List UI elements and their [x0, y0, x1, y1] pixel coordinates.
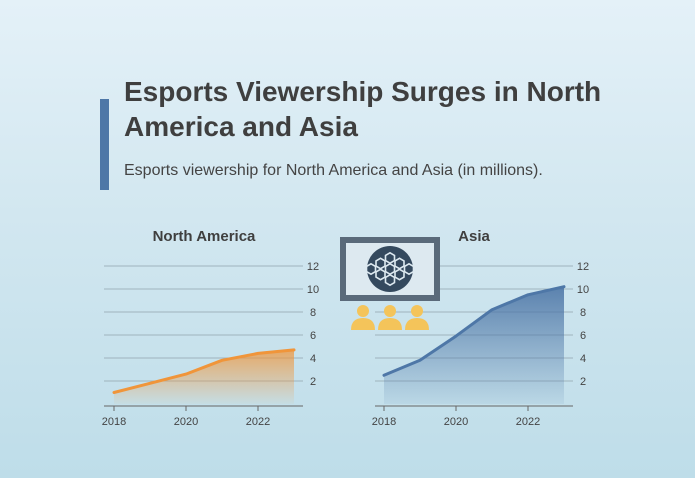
page-subtitle: Esports viewership for North America and…: [124, 162, 543, 179]
x-tick-label: 2020: [444, 416, 468, 428]
monitor-with-soccer-ball-icon: [340, 237, 440, 301]
x-tick-label: 2022: [246, 416, 270, 428]
x-tick-label: 2018: [372, 416, 396, 428]
chart-0: North America 2 4 6 8 10 12 2018 2020 2022: [102, 228, 319, 428]
title-accent-bar: [100, 99, 109, 190]
y-tick-label: 8: [580, 307, 586, 319]
ball-hexagon: [384, 251, 396, 265]
x-tick-label: 2020: [174, 416, 198, 428]
series-line: [112, 348, 296, 394]
y-tick-label: 2: [310, 376, 316, 388]
series-line: [382, 285, 566, 377]
y-tick-label: 4: [580, 353, 586, 365]
x-tick-label: 2018: [102, 416, 126, 428]
y-tick-label: 8: [310, 307, 316, 319]
y-tick-label: 4: [310, 353, 316, 365]
y-tick-label: 12: [307, 261, 319, 273]
page-title: Esports Viewership Surges in North Ameri…: [124, 76, 602, 142]
series-area: [114, 349, 294, 404]
ball-hexagon: [403, 262, 415, 276]
audience-icon: [351, 305, 429, 330]
y-tick-label: 10: [307, 284, 319, 296]
y-tick-label: 12: [577, 261, 589, 273]
y-tick-label: 6: [580, 330, 586, 342]
y-tick-label: 10: [577, 284, 589, 296]
ball-hexagon: [365, 262, 377, 276]
series-area: [384, 286, 564, 404]
y-tick-label: 2: [580, 376, 586, 388]
x-tick-label: 2022: [516, 416, 540, 428]
chart-title: Asia: [458, 228, 490, 245]
chart-title: North America: [153, 228, 256, 245]
y-tick-label: 6: [310, 330, 316, 342]
